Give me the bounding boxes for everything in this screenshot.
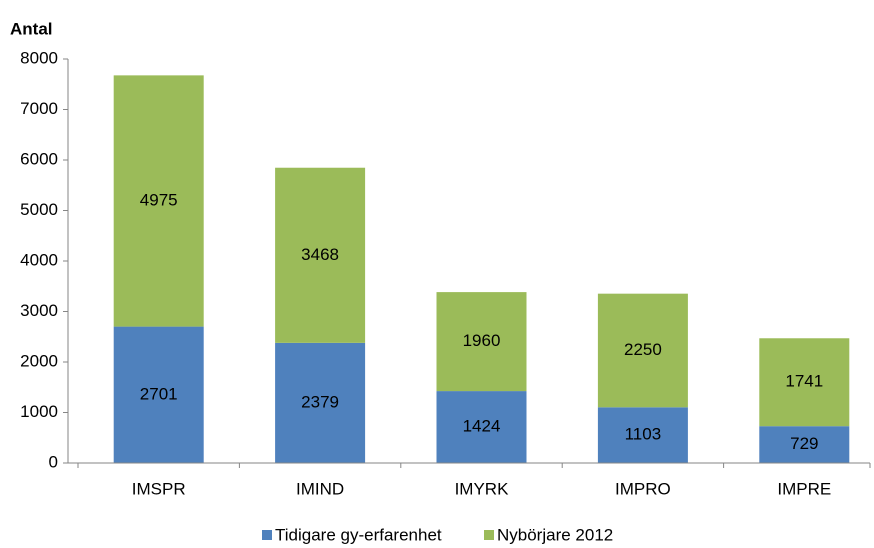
data-label: 2701: [140, 384, 178, 403]
data-label: 3468: [301, 245, 339, 264]
y-tick-label: 1000: [20, 402, 58, 421]
y-tick-label: 6000: [20, 149, 58, 168]
bar-segment: [759, 338, 850, 427]
legend-swatch: [262, 530, 272, 540]
y-tick-label: 4000: [20, 250, 58, 269]
x-tick-label: IMPRO: [615, 479, 671, 498]
data-label: 1424: [463, 417, 501, 436]
data-label: 2250: [624, 340, 662, 359]
data-label: 1960: [463, 331, 501, 350]
y-tick-label: 3000: [20, 301, 58, 320]
legend-label: Tidigare gy-erfarenhet: [275, 525, 442, 544]
bar-segment: [759, 426, 850, 463]
bar-segment: [275, 167, 366, 343]
y-tick-label: 7000: [20, 99, 58, 118]
data-label: 1741: [785, 372, 823, 391]
y-tick-label: 0: [49, 452, 58, 471]
bar-segment: [113, 326, 204, 463]
legend-label: Nybörjare 2012: [497, 525, 613, 544]
data-label: 729: [790, 434, 818, 453]
x-tick-label: IMIND: [296, 479, 344, 498]
y-tick-label: 2000: [20, 351, 58, 370]
legend-swatch: [484, 530, 494, 540]
bar-segment: [597, 293, 688, 408]
data-label: 4975: [140, 190, 178, 209]
y-tick-label: 8000: [20, 48, 58, 67]
data-label: 2379: [301, 392, 339, 411]
x-tick-label: IMYRK: [455, 479, 510, 498]
data-label: 1103: [625, 425, 662, 444]
bar-segment: [436, 391, 527, 463]
bar-segment: [275, 342, 366, 463]
bar-segment: [436, 292, 527, 392]
x-tick-label: IMSPR: [132, 479, 186, 498]
bar-segment: [113, 75, 204, 327]
x-tick-label: IMPRE: [777, 479, 831, 498]
y-tick-label: 5000: [20, 200, 58, 219]
y-axis-label: Antal: [10, 19, 53, 38]
bar-segment: [597, 407, 688, 463]
